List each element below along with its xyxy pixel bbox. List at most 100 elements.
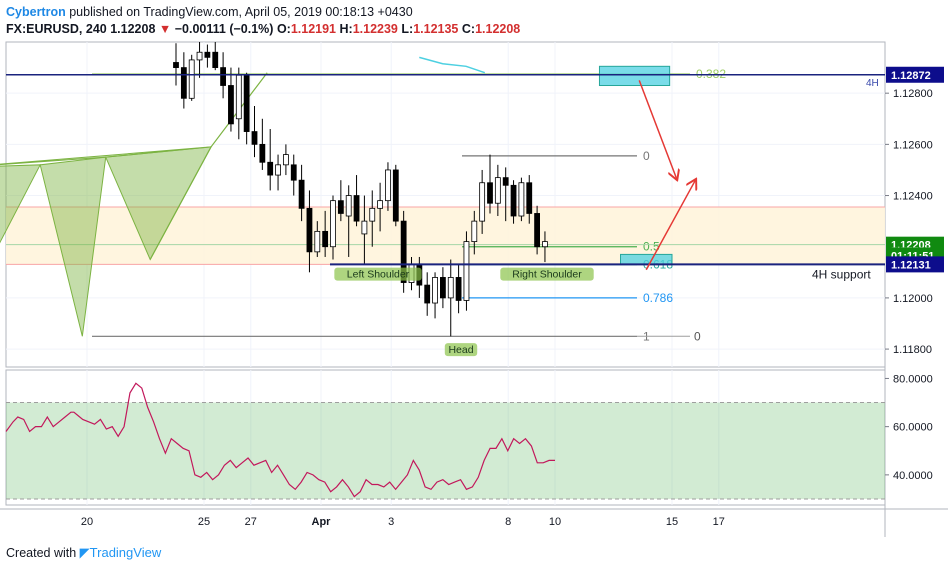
time-tick-label: 27 <box>245 516 257 528</box>
candle-body <box>251 131 258 145</box>
symbol-name[interactable]: FX:EURUSD, 240 <box>6 22 107 36</box>
candle-body <box>439 277 446 299</box>
price-change: −0.00111 (−0.1%) <box>174 22 274 36</box>
candle-body <box>282 154 289 166</box>
candle-body <box>345 195 352 217</box>
candle-body <box>243 74 250 132</box>
price-tick-label: 1.12800 <box>893 88 933 100</box>
candle-body <box>361 220 368 235</box>
candle-body <box>400 220 407 283</box>
footer: Created with ◤TradingView <box>6 545 161 561</box>
time-tick-label: 17 <box>713 516 725 528</box>
candle-body <box>518 182 525 217</box>
candle-body <box>275 164 281 176</box>
direction-arrow <box>638 80 676 179</box>
candle-body <box>330 200 336 248</box>
publish-line: Cybertron published on TradingView.com, … <box>6 5 413 19</box>
high-value: 1.12239 <box>352 22 398 36</box>
fib-extension-label: 0 <box>694 329 701 343</box>
price-axis-label-bg <box>886 66 944 83</box>
price-tick-label: 1.12600 <box>893 139 933 151</box>
candle-body <box>510 184 517 217</box>
price-pane <box>5 41 886 368</box>
left-shoulder-shape <box>0 164 42 244</box>
rsi-tick-label: 60.0000 <box>893 422 933 434</box>
candle-body <box>267 161 274 176</box>
pattern-label: Right Shoulder <box>512 269 582 281</box>
close-label: C: <box>461 22 476 36</box>
rsi-tick-label: 40.0000 <box>893 470 933 482</box>
candle-body <box>471 220 478 243</box>
candle-body <box>298 179 305 209</box>
moving-average-line <box>419 56 486 74</box>
candle-body <box>447 277 454 299</box>
fib-level-label: 0.5 <box>643 240 660 254</box>
change-down-icon: ▼ <box>158 22 172 36</box>
candle-body <box>322 230 329 248</box>
pattern-label-bg <box>334 267 422 281</box>
time-tick-label: 20 <box>81 516 93 528</box>
rsi-tick-label: 80.0000 <box>893 373 933 385</box>
candle-body <box>306 207 313 253</box>
rsi-band <box>6 402 885 499</box>
low-label: L: <box>401 22 414 36</box>
candle-body <box>173 62 179 68</box>
candle-body <box>377 200 384 209</box>
candle-body <box>337 200 344 214</box>
open-label: O: <box>276 22 291 36</box>
price-axis-label: 1.12131 <box>891 259 931 271</box>
head-shape <box>39 156 107 337</box>
resistance-tag: 4H <box>866 78 879 89</box>
candle-body <box>196 51 203 61</box>
time-tick-label: 8 <box>505 516 511 528</box>
candle-body <box>314 230 321 253</box>
time-tick-label: 10 <box>549 516 561 528</box>
candle-body <box>188 59 195 99</box>
candle-body <box>212 51 219 68</box>
candle-body <box>180 67 187 99</box>
direction-arrow <box>645 180 695 271</box>
candle-body <box>494 177 501 204</box>
candle-body <box>220 67 227 86</box>
candle-body <box>385 169 391 202</box>
last-price: 1.12208 <box>110 22 156 36</box>
candle-body <box>228 85 234 125</box>
pattern-label-bg <box>500 267 594 281</box>
candle-body <box>432 277 438 304</box>
pattern-label: Left Shoulder <box>347 269 410 281</box>
candle-body <box>204 51 211 58</box>
chart-header: Cybertron published on TradingView.com, … <box>6 2 946 38</box>
price-tick-label: 1.12000 <box>893 293 933 305</box>
low-value: 1.12135 <box>413 22 459 36</box>
candle-body <box>487 182 493 204</box>
candle-body <box>542 241 548 248</box>
fib-level-label: 0.382 <box>696 67 726 81</box>
support-label: 4H support <box>812 267 871 281</box>
time-tick-label: Apr <box>312 516 332 528</box>
open-value: 1.12191 <box>290 22 337 36</box>
time-tick-label: 15 <box>666 516 678 528</box>
publish-info: published on TradingView.com, April 05, … <box>69 5 413 19</box>
candle-body <box>424 284 431 304</box>
price-tick-label: 1.11800 <box>893 344 932 356</box>
candle-body <box>526 182 533 214</box>
tradingview-brand[interactable]: TradingView <box>89 545 162 560</box>
rsi-line <box>5 382 555 498</box>
highlight-box <box>598 65 671 87</box>
candle-body <box>534 213 540 248</box>
candle-body <box>235 74 242 120</box>
price-axis-label-bg <box>886 256 944 273</box>
candle-body <box>455 277 462 301</box>
candle-body <box>392 169 399 222</box>
author-name[interactable]: Cybertron <box>6 5 66 19</box>
neckline-shape <box>0 146 212 166</box>
price-axis-label: 1.12872 <box>891 70 931 82</box>
symbol-line: FX:EURUSD, 240 1.12208 ▼ −0.00111 (−0.1%… <box>6 22 520 36</box>
fib-level-label: 0.786 <box>643 291 673 305</box>
created-with-label: Created with <box>6 546 77 560</box>
candle-body <box>259 143 266 163</box>
time-tick-label: 3 <box>388 516 394 528</box>
pattern-label: Head <box>448 344 473 356</box>
high-label: H: <box>339 22 353 36</box>
